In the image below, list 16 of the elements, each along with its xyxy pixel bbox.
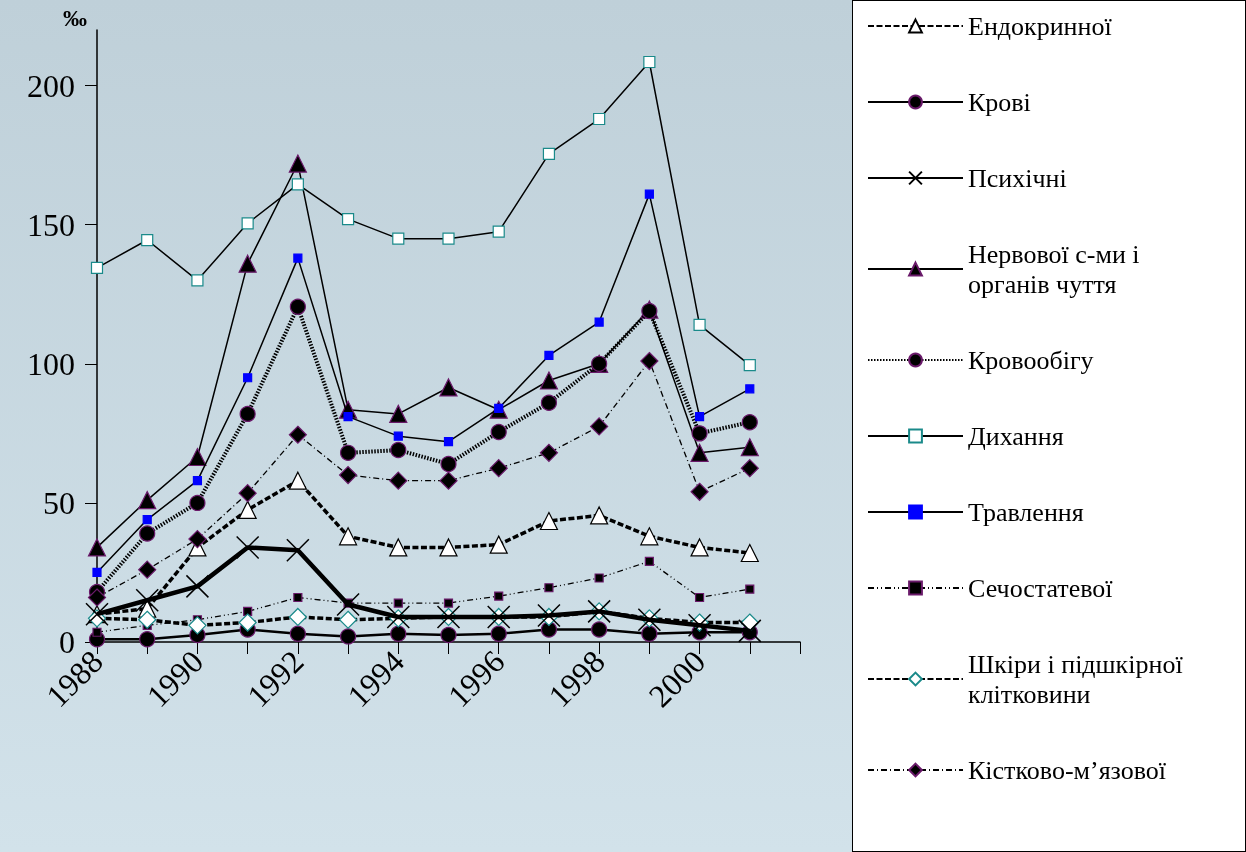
legend-label: Сечостатевої: [968, 573, 1114, 603]
legend-label: Крові: [968, 87, 1031, 117]
legend-label: Ендокринної: [968, 11, 1113, 41]
y-tick-label: 200: [27, 67, 75, 104]
y-tick-label: 150: [27, 206, 75, 243]
legend-label: Дихання: [968, 421, 1064, 451]
legend-label: Кістково-м’язової: [968, 755, 1167, 785]
legend-label: Травлення: [968, 497, 1084, 527]
y-tick-label: 50: [43, 484, 75, 521]
y-axis-title: ‰: [63, 5, 87, 31]
legend-label: Нервової с-ми і органів чуття: [968, 239, 1140, 299]
legend-label: Психічні: [968, 163, 1067, 193]
legend-label: Кровообігу: [968, 345, 1094, 375]
y-tick-label: 0: [59, 624, 75, 660]
y-tick-label: 100: [27, 345, 75, 382]
legend-label: Шкіри і підшкірної клітковини: [968, 649, 1184, 709]
